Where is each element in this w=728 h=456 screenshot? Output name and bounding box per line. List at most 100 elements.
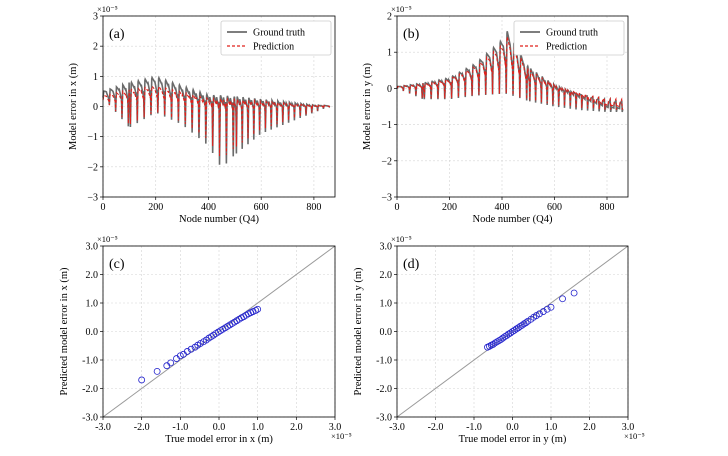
scatter-point: [485, 342, 493, 350]
tick-label-x: 400: [201, 202, 216, 213]
panel-a-ylabel: Model error in x (m): [68, 63, 79, 150]
tick-label-x: 2.0: [583, 422, 596, 433]
tick-label-y: -3.0: [82, 413, 98, 424]
panel-c-label: (c): [109, 257, 125, 272]
panel-a-series: [102, 75, 331, 165]
panel-a: 0 200 400 600 800 −3 −2 −1 0 1 2 3 (a) ×10⁻⁵ Node n…: [68, 4, 336, 225]
tick-label-y: 1: [93, 72, 98, 83]
tick-label-x: 1.0: [251, 422, 264, 433]
scatter-point: [547, 303, 555, 311]
tick-label-y: 0.0: [380, 327, 393, 338]
panel-a-label: (a): [109, 27, 125, 42]
panel-b-frame: [396, 15, 629, 198]
tick-label-x: -2.0: [428, 422, 444, 433]
tick-label-y: −2: [87, 162, 98, 173]
tick-label-x: -3.0: [95, 422, 111, 433]
panel-b-legend-prediction: Prediction: [546, 42, 587, 53]
panel-a-ticks: 0 200 400 600 800 −3 −2 −1 0 1 2 3: [87, 12, 321, 214]
panel-b-label: (b): [403, 27, 420, 42]
panel-c-ylabel: Predicted model error in x (m): [59, 267, 70, 396]
panel-d-exponent-y: ×10⁻⁵: [391, 234, 412, 244]
scatter-point: [522, 319, 530, 327]
tick-label-x: 600: [547, 202, 562, 213]
tick-label-y: −1: [381, 120, 392, 131]
tick-label-y: -1.0: [82, 356, 98, 367]
panel-c-points: [138, 305, 262, 384]
tick-label-y: −1: [87, 132, 98, 143]
panel-d-identity-line: [396, 245, 629, 418]
panel-d-label: (d): [403, 257, 420, 272]
panel-d-exponent-x: ×10⁻⁵: [624, 431, 645, 441]
panel-a-legend: Ground truth Prediction: [220, 20, 332, 56]
panel-a-xlabel: Node number (Q4): [179, 214, 259, 225]
tick-label-y: −3: [87, 193, 98, 204]
scatter-point: [153, 367, 161, 375]
tick-label-y: −3: [381, 193, 392, 204]
panel-b-exponent: ×10⁻⁵: [391, 4, 412, 14]
tick-label-x: 0.0: [506, 422, 519, 433]
scatter-point: [187, 345, 195, 353]
scatter-point: [539, 308, 547, 315]
tick-label-y: 0: [387, 84, 392, 95]
tick-label-y: -2.0: [376, 384, 392, 395]
tick-label-x: -1.0: [466, 422, 482, 433]
scatter-point: [167, 359, 175, 367]
tick-label-x: 1.0: [545, 422, 558, 433]
panel-b-ylabel: Model error in y (m): [362, 63, 373, 150]
panel-c-exponent-x: ×10⁻⁵: [331, 431, 352, 441]
scatter-point: [210, 331, 217, 339]
tick-label-y: 2.0: [380, 270, 393, 281]
tick-label-x: 3.0: [329, 422, 342, 433]
panel-b-legend-box: [513, 20, 625, 56]
tick-label-y: 1: [387, 48, 392, 59]
scatter-point: [543, 305, 551, 313]
scatter-point: [536, 310, 543, 318]
tick-label-x: 400: [495, 202, 510, 213]
tick-label-x: -2.0: [134, 422, 150, 433]
tick-label-y: 2: [387, 12, 392, 23]
scatter-point: [491, 339, 499, 347]
panel-c-identity-line: [102, 245, 336, 418]
tick-label-y: 2: [93, 42, 98, 53]
panel-c: -3.0 -2.0 -1.0 0.0 1.0 2.0 3.0 -3.0 -2.0 -1.0 0.0 1…: [59, 234, 352, 445]
scatter-point: [493, 338, 501, 346]
panel-b-legend: Ground truth Prediction: [513, 20, 625, 56]
tick-label-x: 0.0: [213, 422, 226, 433]
panel-c-xlabel: True model error in x (m): [165, 434, 273, 445]
scatter-point: [176, 352, 184, 360]
scatter-point: [252, 307, 260, 314]
tick-label-x: 200: [442, 202, 457, 213]
tick-label-x: 0: [101, 202, 106, 213]
series-ground-truth: [102, 75, 331, 165]
tick-label-y: −2: [381, 156, 392, 167]
tick-label-y: 1.0: [86, 299, 99, 310]
tick-label-y: -2.0: [82, 384, 98, 395]
scatter-point: [570, 289, 578, 297]
tick-label-x: 200: [148, 202, 163, 213]
panel-b-xlabel: Node number (Q4): [473, 214, 553, 225]
tick-label-x: 0: [395, 202, 400, 213]
tick-label-y: 3: [93, 12, 98, 23]
panel-b-series: [396, 31, 624, 113]
panel-d-xlabel: True model error in y (m): [459, 434, 567, 445]
panel-b-ticks: 0 200 400 600 800 −3 −2 −1 0 1 2: [381, 12, 614, 214]
panel-a-legend-ground-truth: Ground truth: [253, 28, 305, 39]
tick-label-x: 600: [254, 202, 269, 213]
tick-label-y: 1.0: [380, 299, 393, 310]
scatter-point: [138, 376, 146, 384]
tick-label-x: 800: [306, 202, 321, 213]
panel-d: -3.0 -2.0 -1.0 0.0 1.0 2.0 3.0 -3.0 -2.0 -1.0 0.0 1…: [353, 234, 645, 445]
tick-label-x: 800: [600, 202, 615, 213]
tick-label-y: 2.0: [86, 270, 99, 281]
panel-c-ticks: -3.0 -2.0 -1.0 0.0 1.0 2.0 3.0 -3.0 -2.0 -1.0 0.0 1…: [82, 242, 341, 434]
panel-a-legend-prediction: Prediction: [253, 42, 294, 53]
tick-label-y: -1.0: [376, 356, 392, 367]
panel-d-ticks: -3.0 -2.0 -1.0 0.0 1.0 2.0 3.0 -3.0 -2.0 -1.0 0.0 1…: [376, 242, 634, 434]
tick-label-x: 3.0: [622, 422, 635, 433]
tick-label-y: -3.0: [376, 413, 392, 424]
panel-d-points: [484, 289, 578, 351]
series-prediction: [396, 36, 624, 110]
tick-label-x: -1.0: [172, 422, 188, 433]
tick-label-x: 2.0: [290, 422, 303, 433]
